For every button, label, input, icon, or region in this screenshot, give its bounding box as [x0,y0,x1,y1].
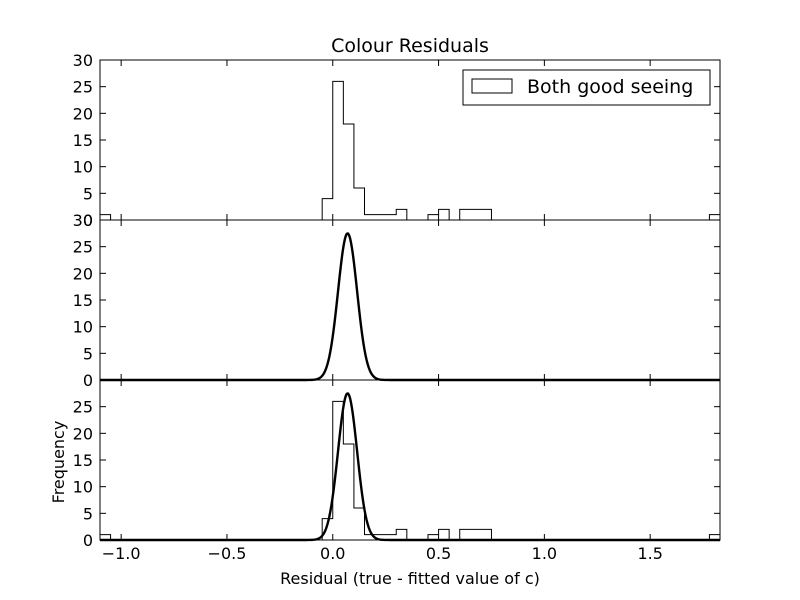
y-axis-label: Frequency [49,421,68,504]
x-tick-label: −1.0 [102,544,141,563]
gaussian-fit-curve [99,392,721,542]
x-tick-label: 1.0 [532,544,557,563]
x-tick-label: 0.0 [320,544,345,563]
y-tick-label: 15 [73,291,93,310]
x-axis-ticks: −1.0 −0.5 0.0 0.5 1.0 1.5 [102,544,663,563]
x-axis-label: Residual (true - fitted value of c) [280,569,540,588]
x-tick-label: 1.5 [637,544,662,563]
y-tick-label: 10 [73,478,93,497]
panel-middle: 30 25 20 15 10 5 0 [73,211,721,390]
y-tick-label: 25 [73,78,93,97]
chart-title: Colour Residuals [331,35,489,57]
y-tick-label: 5 [83,504,93,523]
y-tick-label: 30 [73,51,93,70]
panel-top: 30 25 20 15 10 5 0 [73,51,721,230]
y-tick-label: 10 [73,158,93,177]
legend-swatch [471,78,513,94]
y-tick-label: 20 [73,264,93,283]
x-tick-label: 0.5 [426,544,451,563]
y-tick-label: 20 [73,424,93,443]
y-tick-label: 25 [73,398,93,417]
legend-frame [462,69,711,106]
panel-bottom: 25 20 15 10 5 0 [73,379,721,550]
y-tick-label: 10 [73,318,93,337]
panel-frame [99,379,721,541]
y-tick-label: 20 [73,104,93,123]
y-tick-label: 0 [83,531,93,550]
histogram-steps [99,400,721,541]
y-tick-label: 25 [73,238,93,257]
histogram-steps [99,80,721,221]
y-tick-label: 30 [73,211,93,230]
y-tick-label: 15 [73,451,93,470]
y-tick-label: 15 [73,131,93,150]
legend-entry-label: Both good seeing [527,76,693,98]
panel-frame [99,219,721,381]
y-tick-label: 0 [83,211,93,230]
y-tick-label: 5 [83,184,93,203]
legend: Both good seeing [462,69,711,106]
y-tick-label: 0 [83,371,93,390]
x-tick-label: −0.5 [208,544,247,563]
y-tick-label: 5 [83,344,93,363]
gaussian-fit-curve [99,232,721,382]
